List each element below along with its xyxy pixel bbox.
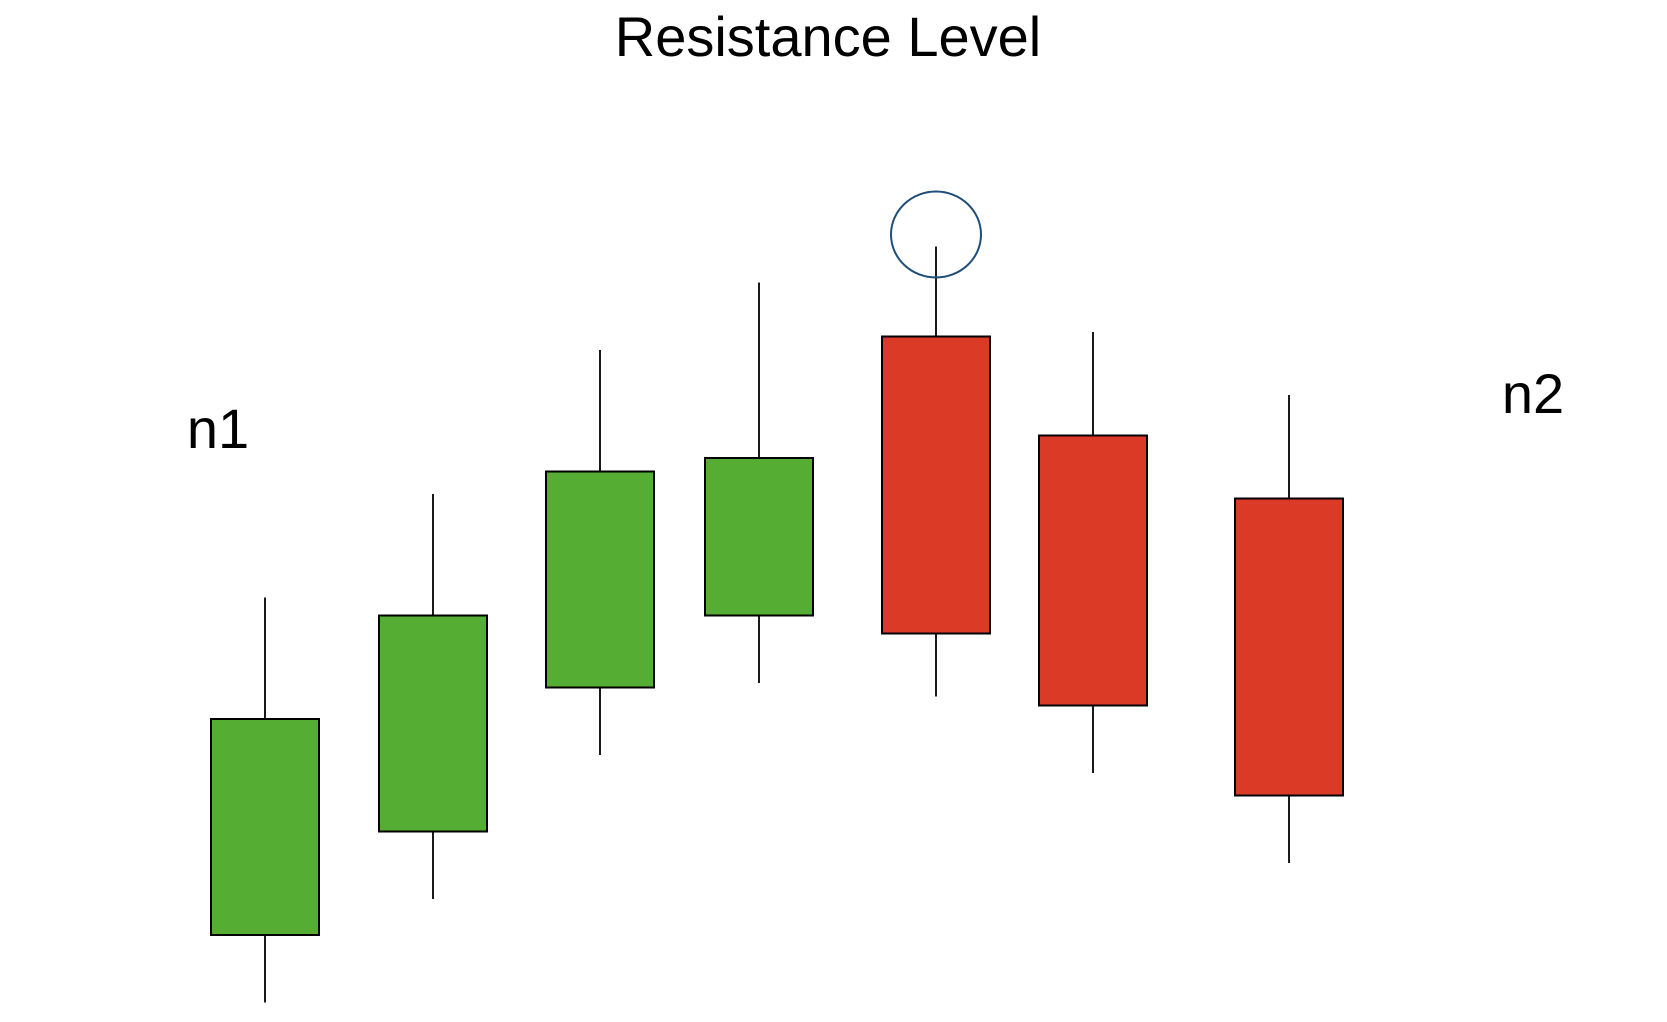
chart-title: Resistance Level: [615, 5, 1041, 68]
candle-1: [210, 597, 320, 1003]
candle-5: [881, 246, 991, 697]
candle-4-body: [704, 457, 814, 617]
candles-group: [210, 246, 1344, 1003]
candle-1-body: [210, 718, 320, 936]
highlight-layer: [890, 190, 982, 279]
annotation-n1: n1: [187, 397, 249, 460]
candle-3-body: [545, 470, 655, 689]
candle-4: [704, 282, 814, 683]
candle-3: [545, 350, 655, 755]
candle-5-body: [881, 335, 991, 635]
annotation-n2: n2: [1502, 362, 1564, 425]
candle-7-body: [1234, 497, 1344, 797]
candle-7: [1234, 395, 1344, 863]
candle-6: [1038, 332, 1148, 773]
candle-2: [378, 494, 488, 899]
candle-6-body: [1038, 434, 1148, 707]
candle-2-body: [378, 614, 488, 833]
resistance-highlight-circle: [890, 190, 982, 279]
